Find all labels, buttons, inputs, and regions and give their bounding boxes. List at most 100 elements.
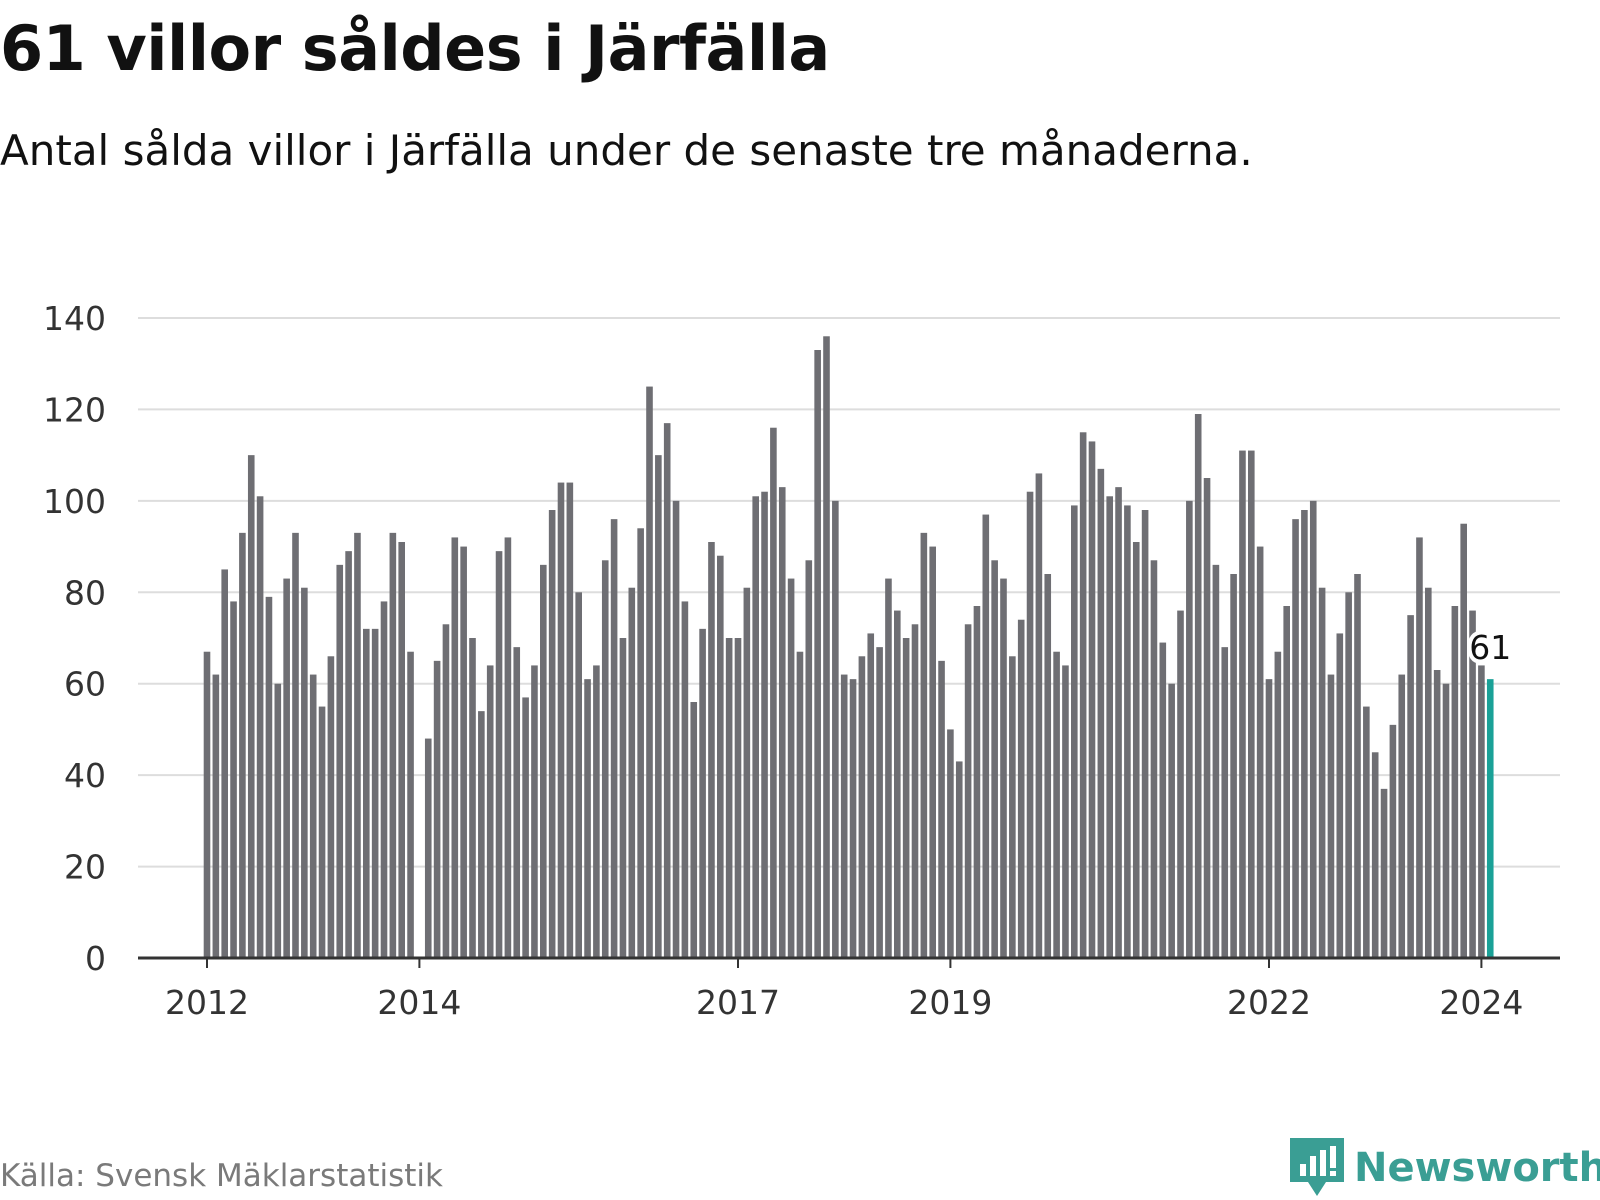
bar bbox=[1433, 670, 1441, 958]
bar bbox=[1389, 724, 1397, 958]
bar bbox=[1363, 706, 1370, 958]
y-tick-label: 20 bbox=[64, 848, 106, 887]
bar bbox=[796, 651, 804, 958]
x-tick-label: 2024 bbox=[1439, 983, 1523, 1022]
bar bbox=[761, 491, 768, 958]
bar bbox=[911, 624, 919, 958]
bar bbox=[442, 624, 450, 958]
bar bbox=[1460, 523, 1467, 958]
bar bbox=[433, 660, 441, 958]
bar bbox=[1230, 574, 1237, 958]
bar bbox=[371, 628, 379, 958]
bar bbox=[1309, 500, 1317, 958]
bar bbox=[610, 519, 618, 958]
bar bbox=[778, 487, 786, 958]
bar bbox=[885, 578, 892, 958]
bar bbox=[274, 683, 282, 958]
x-tick-label: 2012 bbox=[165, 983, 249, 1022]
x-tick-label: 2022 bbox=[1227, 983, 1311, 1022]
bar bbox=[743, 587, 751, 958]
bar bbox=[1248, 450, 1255, 958]
y-tick-label: 120 bbox=[43, 390, 106, 429]
source-note: Källa: Svensk Mäklarstatistik bbox=[0, 1158, 443, 1194]
bar bbox=[637, 528, 644, 958]
bar bbox=[557, 482, 565, 958]
bar bbox=[1425, 587, 1432, 958]
chart-title: 61 villor såldes i Järfälla bbox=[0, 12, 830, 85]
bar bbox=[1132, 542, 1140, 958]
bar bbox=[1009, 656, 1016, 958]
bar bbox=[663, 423, 671, 959]
bar bbox=[1256, 546, 1264, 958]
bar bbox=[540, 564, 547, 958]
bar bbox=[1221, 647, 1229, 958]
bar bbox=[876, 647, 883, 958]
highlight-data-label: 61 bbox=[1469, 628, 1511, 667]
newsworthy-logo-icon bbox=[1290, 1138, 1344, 1196]
bar bbox=[1354, 574, 1361, 958]
bar bbox=[973, 606, 981, 958]
bar bbox=[787, 578, 795, 958]
bar bbox=[1035, 473, 1043, 958]
bar bbox=[1168, 683, 1175, 958]
bar bbox=[522, 697, 529, 958]
bar bbox=[690, 702, 698, 958]
bar bbox=[203, 651, 211, 958]
bar bbox=[247, 455, 255, 958]
bar bbox=[1442, 683, 1450, 958]
bar bbox=[1071, 505, 1078, 958]
bar bbox=[486, 665, 494, 958]
bar bbox=[699, 628, 706, 958]
bar bbox=[858, 656, 866, 958]
bar bbox=[380, 601, 388, 958]
highlight-label-halo: 61 bbox=[1469, 628, 1511, 667]
bar bbox=[1159, 642, 1167, 958]
bar bbox=[1026, 491, 1034, 958]
bar bbox=[460, 546, 467, 958]
bar bbox=[283, 578, 290, 958]
bar bbox=[1212, 564, 1220, 958]
y-tick-label: 100 bbox=[43, 482, 106, 521]
brand: Newsworthy bbox=[1290, 1138, 1600, 1198]
bar-chart: 0 20 40 60 80 100 120 140 2012 2014 2017 2019 2022 20… bbox=[43, 299, 1560, 1022]
bar bbox=[566, 482, 574, 958]
bar bbox=[575, 592, 582, 958]
bar bbox=[1186, 500, 1193, 958]
y-tick-label: 80 bbox=[64, 573, 106, 612]
bar bbox=[1283, 606, 1290, 958]
bar bbox=[1203, 478, 1211, 958]
bar bbox=[717, 555, 724, 958]
bar bbox=[363, 628, 370, 958]
bar bbox=[407, 651, 414, 958]
bar bbox=[265, 596, 273, 958]
bar bbox=[681, 601, 689, 958]
bar bbox=[938, 660, 945, 958]
y-tick-label: 40 bbox=[64, 756, 106, 795]
bar bbox=[513, 647, 521, 958]
bar bbox=[548, 510, 556, 958]
bar bbox=[212, 674, 220, 958]
bar bbox=[354, 532, 361, 958]
bar bbox=[894, 610, 901, 958]
bar bbox=[239, 532, 246, 958]
bar bbox=[1398, 674, 1406, 958]
bar bbox=[655, 455, 662, 958]
x-tick-label: 2019 bbox=[908, 983, 992, 1022]
bar bbox=[327, 656, 335, 958]
bar bbox=[1380, 788, 1388, 958]
y-tick-label: 0 bbox=[85, 939, 106, 978]
bar bbox=[336, 564, 344, 958]
bar bbox=[318, 706, 326, 958]
bar bbox=[770, 427, 777, 958]
bar bbox=[1141, 510, 1149, 958]
bar bbox=[1000, 578, 1007, 958]
bar bbox=[584, 679, 591, 958]
bar bbox=[920, 532, 928, 958]
bar bbox=[725, 638, 733, 958]
bar bbox=[1451, 606, 1459, 958]
bar bbox=[495, 551, 503, 958]
x-tick-label: 2017 bbox=[696, 983, 780, 1022]
bar bbox=[1124, 505, 1131, 958]
x-tick-label: 2014 bbox=[377, 983, 461, 1022]
bar bbox=[1345, 592, 1352, 958]
